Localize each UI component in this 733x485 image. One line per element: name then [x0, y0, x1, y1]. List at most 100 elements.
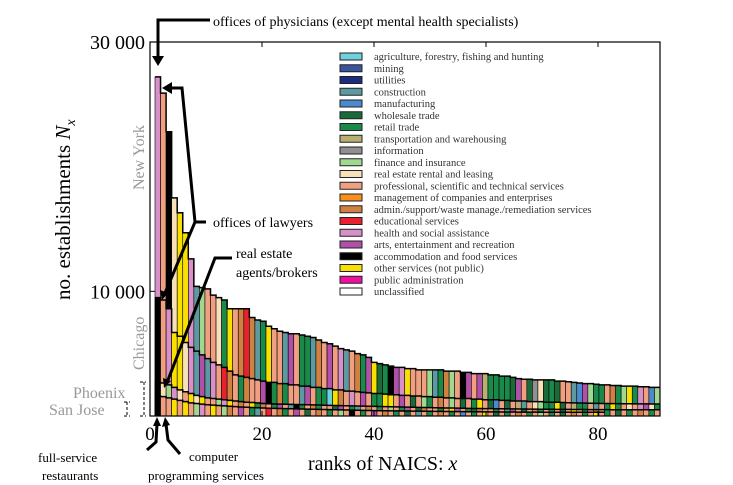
bar [154, 395, 161, 417]
bar [643, 409, 650, 417]
legend-swatch [339, 146, 363, 155]
legend-swatch [339, 217, 363, 225]
bar [165, 397, 172, 417]
legend-item: unclassified [339, 287, 425, 298]
bar [637, 409, 644, 417]
bar [276, 408, 283, 417]
legend-item: manufacturing [339, 99, 436, 110]
city-label-phoenix: Phoenix [73, 385, 125, 402]
legend-item: information [339, 146, 424, 157]
bar [182, 401, 189, 417]
bar [232, 406, 239, 417]
annotation-restaurants-2: restaurants [42, 468, 98, 483]
bar [315, 409, 322, 417]
bar [221, 405, 228, 417]
arrowheads [152, 56, 172, 427]
legend-swatch [339, 158, 363, 167]
bar [626, 409, 633, 417]
legend-item: health and social assistance [339, 228, 490, 239]
x-tick-label: 0 [145, 424, 155, 445]
bar [204, 404, 211, 417]
bar [210, 404, 217, 417]
axis-ticks: 0 20 40 60 80 10 000 30 000 [90, 32, 608, 445]
bar [332, 409, 339, 417]
legend-label: finance and insurance [374, 158, 466, 169]
legend-label: agriculture, forestry, fishing and hunti… [374, 52, 544, 63]
legend-item: management of companies and enterprises [339, 193, 552, 204]
legend-label: accommodation and food services [374, 252, 517, 263]
city-brackets [124, 381, 146, 417]
legend-swatch [339, 205, 363, 214]
bar [360, 410, 367, 417]
legend-item: construction [339, 87, 427, 98]
legend-item: mining [339, 64, 405, 75]
legend-swatch [339, 99, 363, 108]
legend-swatch [339, 170, 363, 178]
bar [337, 409, 344, 417]
bar [393, 410, 400, 417]
legend-swatch [339, 240, 363, 249]
bar [365, 410, 372, 417]
x-tick-label: 40 [365, 424, 384, 445]
legend-swatch [339, 123, 363, 131]
x-tick-label: 80 [589, 424, 608, 445]
annotation-real-estate-2: agents/brokers [236, 266, 318, 281]
bar [199, 403, 206, 417]
legend-item: finance and insurance [339, 158, 466, 169]
legend-label: unclassified [374, 287, 425, 298]
legend-label: utilities [374, 76, 406, 87]
bar [176, 400, 184, 417]
x-axis-label-var: x [448, 453, 458, 475]
y-axis-label-sub: x [64, 119, 79, 127]
annotation-computer-2: programming services [148, 468, 264, 483]
legend-label: public administration [374, 275, 464, 286]
bar [260, 407, 267, 417]
bar [160, 396, 167, 417]
legend-label: admin./support/waste manage./remediation… [374, 205, 592, 216]
legend-label: manufacturing [374, 99, 436, 110]
bar [387, 410, 394, 417]
y-tick-label: 10 000 [90, 281, 145, 303]
annotation-restaurants-1: full-service [38, 450, 97, 465]
bar [376, 410, 383, 417]
legend-label: management of companies and enterprises [374, 193, 552, 204]
bar [215, 405, 222, 417]
legend-label: construction [374, 87, 427, 98]
legend-item: professional, scientific and technical s… [339, 181, 564, 192]
bar [304, 408, 311, 417]
legend-label: transportation and warehousing [374, 134, 507, 145]
series-envelope [155, 296, 660, 405]
bar [609, 409, 616, 417]
bar [604, 409, 611, 417]
bar [193, 403, 200, 417]
bar [631, 409, 639, 417]
y-axis-label-text: no. establishments [51, 140, 75, 300]
bar [382, 410, 389, 417]
legend-swatch [339, 87, 363, 96]
bar [298, 408, 306, 417]
legend-label: retail trade [374, 123, 420, 134]
bar [348, 409, 356, 417]
legend-label: educational services [374, 217, 459, 228]
legend-item: accommodation and food services [339, 252, 517, 263]
annotation-arrows [146, 18, 232, 455]
series-envelope [155, 395, 605, 414]
legend-swatch [339, 181, 363, 190]
x-tick-label: 20 [253, 424, 272, 445]
legend-item: educational services [339, 217, 459, 228]
legend-label: professional, scientific and technical s… [374, 181, 564, 192]
bar [648, 409, 655, 417]
legend-swatch [339, 287, 363, 296]
y-axis-label-var: N [51, 125, 75, 141]
x-tick-label: 60 [477, 424, 496, 445]
legend-item: public administration [339, 275, 464, 286]
legend-label: mining [374, 64, 405, 75]
series-new-york [154, 76, 661, 417]
legend-label: health and social assistance [374, 228, 490, 239]
legend-swatch [339, 64, 363, 73]
bar [293, 408, 300, 417]
bar [271, 408, 278, 417]
legend-label: arts, entertainment and recreation [374, 240, 515, 251]
bar [171, 398, 178, 417]
legend-label: real estate rental and leasing [374, 170, 494, 181]
